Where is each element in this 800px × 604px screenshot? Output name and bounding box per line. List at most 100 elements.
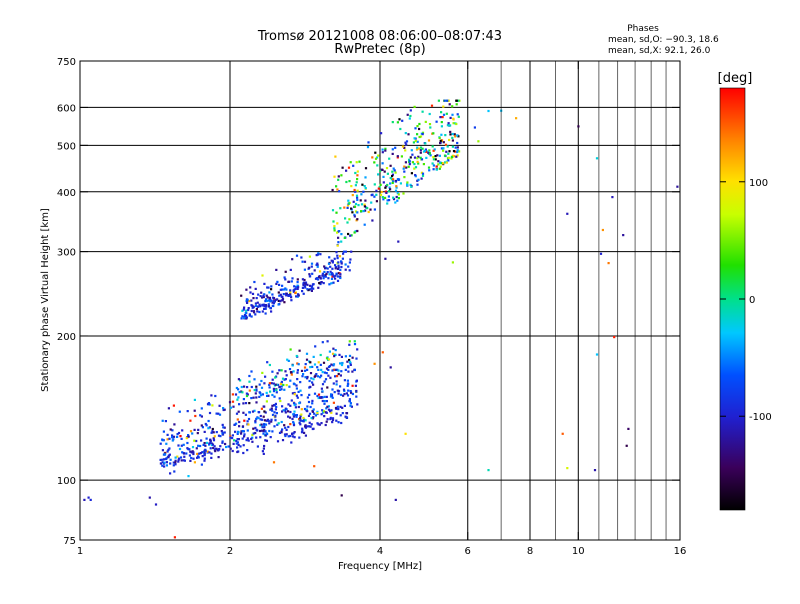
data-point bbox=[194, 414, 197, 418]
data-point bbox=[274, 419, 277, 422]
data-point bbox=[350, 405, 353, 408]
data-point bbox=[312, 408, 315, 411]
data-point bbox=[261, 393, 264, 396]
data-point bbox=[219, 445, 222, 448]
data-point bbox=[414, 174, 417, 177]
data-point bbox=[289, 289, 292, 292]
data-point bbox=[246, 301, 249, 304]
data-point bbox=[255, 428, 258, 431]
data-point bbox=[293, 403, 296, 407]
data-point bbox=[270, 382, 273, 385]
data-point bbox=[353, 205, 357, 208]
data-point bbox=[325, 400, 328, 403]
data-point bbox=[285, 294, 288, 297]
data-point bbox=[262, 424, 265, 428]
data-point bbox=[256, 310, 259, 313]
data-point bbox=[450, 157, 453, 160]
data-point bbox=[294, 414, 297, 417]
data-point bbox=[432, 149, 435, 152]
data-point bbox=[304, 286, 307, 289]
data-point bbox=[267, 305, 270, 308]
data-point bbox=[335, 412, 338, 415]
data-point bbox=[334, 375, 337, 378]
data-point bbox=[394, 201, 397, 204]
data-point bbox=[171, 436, 174, 439]
data-point bbox=[402, 167, 405, 170]
data-point bbox=[335, 272, 338, 275]
data-point bbox=[337, 178, 340, 181]
data-point bbox=[186, 441, 189, 445]
data-point bbox=[298, 349, 301, 352]
data-point bbox=[169, 428, 172, 431]
data-point bbox=[304, 376, 307, 379]
data-point bbox=[364, 176, 367, 179]
data-point bbox=[167, 448, 170, 451]
data-point bbox=[327, 277, 330, 280]
data-point bbox=[264, 439, 267, 442]
data-point bbox=[169, 458, 172, 461]
data-point bbox=[452, 117, 455, 120]
data-point bbox=[241, 437, 244, 440]
data-point bbox=[340, 262, 343, 265]
data-point bbox=[266, 361, 269, 364]
data-point bbox=[212, 446, 215, 450]
data-point bbox=[203, 442, 206, 445]
data-point bbox=[276, 372, 279, 375]
data-point bbox=[202, 443, 205, 446]
data-point bbox=[561, 432, 564, 435]
data-point bbox=[321, 399, 324, 403]
data-point bbox=[414, 127, 417, 130]
data-point bbox=[419, 149, 422, 152]
data-point bbox=[325, 420, 328, 423]
data-point bbox=[300, 431, 304, 434]
data-point bbox=[319, 282, 322, 286]
data-point bbox=[281, 377, 285, 380]
data-point bbox=[269, 298, 272, 301]
data-point bbox=[292, 421, 295, 424]
data-point bbox=[595, 353, 599, 356]
data-point bbox=[222, 407, 225, 410]
data-point bbox=[331, 417, 335, 420]
data-point bbox=[294, 291, 297, 295]
y-tick-label: 300 bbox=[57, 248, 76, 259]
data-point bbox=[346, 221, 349, 224]
data-point bbox=[165, 464, 168, 467]
data-point bbox=[355, 161, 358, 164]
data-point bbox=[387, 195, 390, 198]
data-point bbox=[308, 421, 311, 424]
data-point bbox=[281, 299, 284, 302]
data-point bbox=[421, 133, 424, 136]
data-point bbox=[189, 450, 192, 453]
data-point bbox=[187, 475, 190, 478]
data-point bbox=[308, 412, 312, 415]
data-point bbox=[161, 458, 164, 461]
data-point bbox=[447, 99, 450, 102]
data-point bbox=[195, 447, 198, 450]
y-tick-label: 200 bbox=[57, 332, 76, 343]
data-point bbox=[340, 240, 343, 243]
data-point bbox=[396, 199, 399, 202]
data-point bbox=[200, 424, 203, 427]
data-point bbox=[223, 431, 226, 434]
data-point bbox=[404, 149, 407, 152]
data-point bbox=[295, 354, 298, 358]
data-point bbox=[295, 394, 298, 397]
data-point bbox=[265, 432, 268, 435]
data-point bbox=[396, 155, 399, 158]
data-point bbox=[310, 262, 314, 265]
data-point bbox=[335, 251, 338, 254]
data-point bbox=[446, 145, 449, 148]
data-point bbox=[344, 268, 347, 271]
data-point bbox=[421, 172, 425, 175]
data-point bbox=[373, 161, 376, 164]
data-point bbox=[266, 299, 269, 302]
data-point bbox=[316, 277, 319, 280]
data-point bbox=[249, 291, 252, 294]
data-point bbox=[229, 406, 233, 409]
data-point bbox=[440, 111, 443, 114]
data-point bbox=[332, 368, 335, 371]
data-point bbox=[343, 404, 346, 407]
data-point bbox=[451, 154, 455, 157]
data-point bbox=[310, 285, 314, 288]
